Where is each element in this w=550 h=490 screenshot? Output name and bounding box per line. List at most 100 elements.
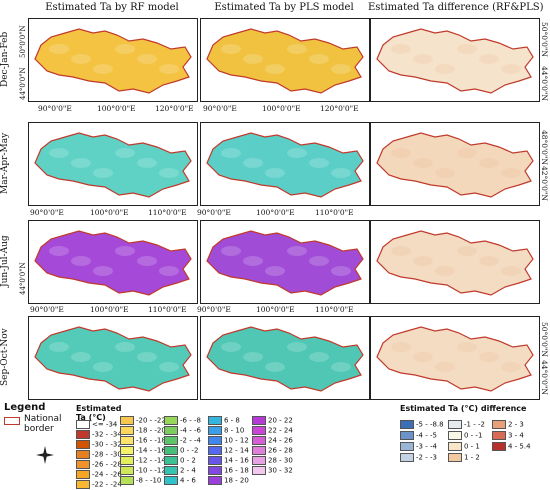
ta-legend-label: -20 - -22 [136,416,166,425]
legend-swatch [120,476,134,485]
ta-legend-item: <= -34 [76,420,117,429]
legend-swatch [76,440,90,449]
legend-swatch [448,442,462,451]
ta-legend-item: -32 - -34 [76,430,122,439]
texture-blob [137,352,157,362]
ta-legend-label: -22 - -24 [92,480,122,489]
texture-blob [331,266,351,276]
diff-legend-item: -5 - -8.8 [400,420,444,429]
texture-blob [159,362,179,372]
ta-legend-item: -4 - -6 [164,426,201,435]
texture-blob [137,54,157,64]
lat-tick-left-44-r3: 44°0'0"N [19,262,27,295]
texture-blob [309,256,329,266]
legend-swatch [76,460,90,469]
diff-legend-label: 0 - -1 [464,431,483,440]
diff-legend-label: -3 - -4 [416,442,437,451]
legend-swatch [492,420,506,429]
north-arrow-icon [36,446,54,464]
ta-legend-label: -4 - -6 [180,426,201,435]
ta-legend-item: 14 - 16 [208,456,249,465]
texture-blob [457,44,477,54]
texture-blob [115,148,135,158]
texture-blob [501,362,521,372]
texture-blob [457,342,477,352]
legend-swatch [252,446,266,455]
lon-tick-r1-90: 90°0'0"E [38,104,72,113]
diff-legend-item: 3 - 4 [492,431,524,440]
texture-blob [221,148,241,158]
ta-legend-label: -8 - -10 [136,476,162,485]
ta-legend-item: -30 - -32 [76,440,122,449]
texture-blob [501,64,521,74]
ta-legend-label: 4 - 6 [180,476,196,485]
diff-legend-label: 0 - 1 [464,442,480,451]
country-shape [34,326,192,392]
ta-legend-item: 24 - 26 [252,436,293,445]
lon-tick-r2-100: 100°0'0"E [90,208,129,217]
map-panel-pls-1 [200,18,370,102]
diff-legend-label: 3 - 4 [508,431,524,440]
texture-blob [413,352,433,362]
lon-tick-r2-110b: 110°0'0"E [315,208,354,217]
ta-legend-label: -2 - -4 [180,436,201,445]
texture-blob [331,64,351,74]
row-label-mam: Mar-Apr-May [0,132,10,194]
ta-legend-item: -28 - -30 [76,450,122,459]
difference-legend-title: Estimated Ta (°C) difference [400,404,527,413]
texture-blob [435,266,455,276]
texture-blob [413,158,433,168]
lon-tick-r3-110: 110°0'0"E [148,305,187,314]
legend-swatch [252,466,266,475]
legend-swatch [400,431,414,440]
lat-tick-right-42: 42°0'0"N [540,166,549,201]
ta-legend-item: -8 - -10 [120,476,161,485]
texture-blob [479,158,499,168]
texture-blob [49,246,69,256]
diff-legend-item: -3 - -4 [400,442,437,451]
diff-legend-item: -2 - -3 [400,453,437,462]
country-shape [34,132,192,198]
diff-legend-label: -1 - -2 [464,420,485,429]
map-panel-diff-3 [370,220,540,304]
texture-blob [265,362,285,372]
legend-swatch [208,456,222,465]
ta-legend-item: 8 - 10 [208,426,244,435]
ta-legend-label: -32 - -34 [92,430,122,439]
estimated-ta-label: Estimated Ta (°C) [76,404,122,422]
texture-blob [501,266,521,276]
lat-tick-left-50: 50°0'0"N [19,25,27,58]
texture-blob [331,168,351,178]
country-shape [206,132,364,198]
texture-blob [457,246,477,256]
legend-swatch [164,466,178,475]
legend-swatch [76,480,90,489]
country-shape [376,132,534,198]
ta-legend-item: -2 - -4 [164,436,201,445]
texture-blob [479,352,499,362]
ta-legend-label: -10 - -12 [136,466,166,475]
legend-swatch [208,436,222,445]
ta-legend-item: 0 - -2 [164,446,198,455]
legend-swatch [400,442,414,451]
texture-blob [93,362,113,372]
map-panel-rf-2 [28,122,198,206]
texture-blob [221,342,241,352]
legend-swatch [164,446,178,455]
ta-legend-label: 18 - 20 [224,476,249,485]
legend-swatch [164,436,178,445]
legend-swatch [492,442,506,451]
ta-legend-label: 14 - 16 [224,456,249,465]
lat-tick-right-44: 44°0'0"N [540,66,549,101]
ta-legend-label: 10 - 12 [224,436,249,445]
legend-swatch [120,456,134,465]
texture-blob [287,148,307,158]
ta-legend-item: -16 - -18 [120,436,166,445]
ta-legend-item: -22 - -24 [76,480,122,489]
texture-blob [137,256,157,266]
texture-blob [309,158,329,168]
lon-tick-r1-100: 100°0'0"E [97,104,136,113]
country-shape [206,230,364,296]
texture-blob [391,246,411,256]
map-panel-diff-2 [370,122,540,206]
